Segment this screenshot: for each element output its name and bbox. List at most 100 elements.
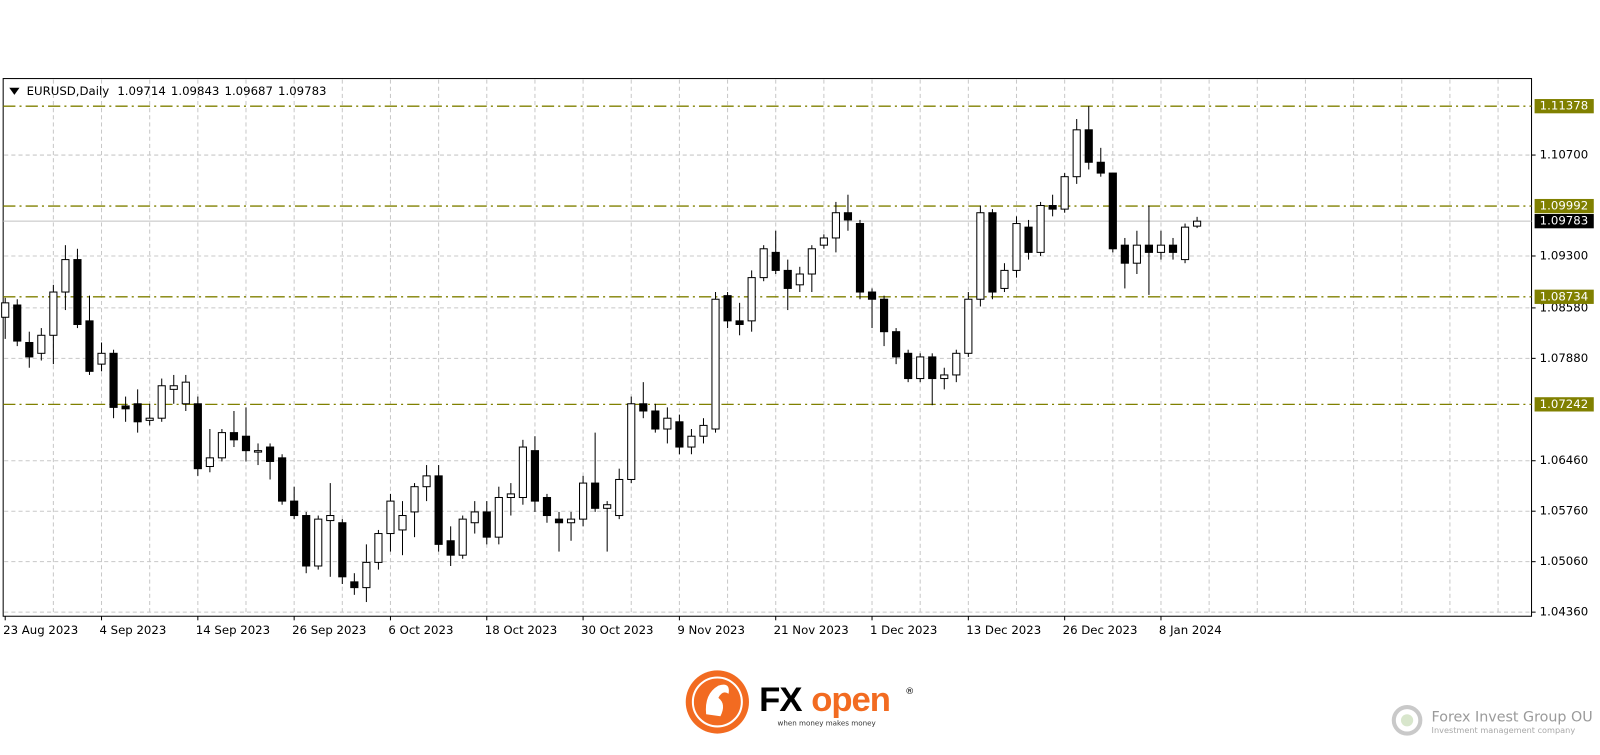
candle-body [1193, 220, 1202, 227]
candle-body [867, 291, 877, 300]
x-tick-label: 1 Dec 2023 [870, 623, 937, 637]
x-tick-label: 6 Oct 2023 [388, 623, 453, 637]
grid [4, 79, 1531, 616]
x-tick-label: 21 Nov 2023 [774, 623, 849, 637]
candle-body [627, 403, 636, 480]
candle-body [879, 298, 889, 333]
candle-body [181, 381, 190, 405]
company-name: Forex Invest Group OU [1432, 709, 1593, 725]
candle-body [952, 352, 961, 376]
candle-body [494, 496, 503, 538]
candle-body [338, 522, 347, 578]
candle-body [687, 435, 696, 448]
candle-body [651, 410, 660, 430]
logo-fx: FX [759, 681, 802, 719]
candle-body [1000, 269, 1009, 289]
close-value: 1.09783 [278, 83, 326, 97]
company-icon-center [1400, 714, 1414, 727]
candle-body [735, 320, 744, 325]
candle-body [278, 457, 287, 502]
candle-body [169, 385, 178, 390]
candle-body [265, 446, 275, 462]
symbol: EURUSD,Daily [27, 83, 110, 97]
candle-body [37, 334, 46, 354]
level-label: 1.09992 [1540, 199, 1588, 213]
x-tick-label: 13 Dec 2023 [966, 623, 1041, 637]
candle-body [916, 356, 925, 380]
candle-body [362, 561, 371, 589]
candle-body [807, 248, 816, 275]
candle-body [205, 457, 214, 468]
candle-body [350, 581, 359, 589]
candles [1, 106, 1202, 603]
candle-body [302, 515, 311, 567]
logo-registered: ® [905, 686, 914, 697]
price-label-box [1534, 214, 1594, 229]
candle-body [940, 374, 949, 380]
candle-body [542, 496, 552, 517]
x-tick-label: 26 Sep 2023 [292, 623, 366, 637]
candle-body [482, 511, 491, 538]
fxopen-logo: FX open ® when money makes money [685, 670, 914, 734]
candle-body [241, 435, 251, 452]
candle-body [1048, 205, 1057, 210]
x-tick-label: 23 Aug 2023 [3, 623, 78, 637]
logo-dragon [705, 684, 729, 717]
candle-body [591, 482, 600, 509]
logo-tagline: when money makes money [778, 718, 876, 727]
candle-body [314, 518, 323, 567]
logo-open: open [811, 681, 890, 719]
candle-body [1108, 172, 1117, 250]
menu-triangle[interactable] [9, 87, 20, 95]
level-label: 1.08734 [1540, 289, 1588, 303]
candle-body [121, 405, 130, 410]
y-tick-label: 1.10700 [1540, 148, 1588, 162]
candle-body [566, 518, 576, 524]
candle-body [386, 500, 395, 535]
x-tick-label: 9 Nov 2023 [677, 623, 745, 637]
candle-body [855, 223, 865, 293]
chart-header: EURUSD,Daily 1.09714 1.09843 1.09687 1.09783 [27, 83, 327, 97]
candle-body [1132, 244, 1141, 264]
level-label-box [1534, 289, 1594, 304]
candle-body [506, 493, 515, 499]
candle-body [603, 504, 612, 509]
candle-body [1012, 223, 1021, 271]
candle-body [398, 515, 407, 531]
candle-body [145, 417, 154, 421]
candle-body [518, 446, 527, 499]
candle-body [133, 403, 142, 423]
candle-body [61, 259, 70, 293]
candle-body [13, 304, 22, 342]
candle-body [97, 352, 106, 365]
candle-body [530, 450, 540, 502]
candle-body [1168, 244, 1178, 253]
company-subtitle: Investment management company [1432, 725, 1576, 735]
y-tick-label: 1.05760 [1540, 504, 1588, 518]
y-tick-label: 1.04360 [1540, 605, 1588, 619]
low-value: 1.09687 [224, 83, 272, 97]
levels [3, 105, 1532, 406]
candle-body [410, 486, 419, 513]
candle-body [1024, 226, 1033, 253]
x-tick-label: 8 Jan 2024 [1159, 623, 1222, 637]
candle-body [470, 511, 479, 524]
candle-body [193, 403, 202, 470]
candle-body [25, 341, 34, 358]
x-tick-label: 4 Sep 2023 [99, 623, 166, 637]
candle-body [157, 385, 166, 419]
candle-body [1, 302, 10, 318]
x-tick-label: 26 Dec 2023 [1063, 623, 1138, 637]
candle-body [964, 298, 973, 354]
y-tick-label: 1.05060 [1540, 554, 1588, 568]
candle-body [374, 533, 383, 563]
candle-body [747, 277, 756, 322]
candle-body [831, 212, 840, 239]
y-tick-label: 1.09300 [1540, 248, 1588, 262]
candle-body [771, 251, 780, 271]
candle-body [446, 540, 455, 556]
level-label-box [1534, 99, 1594, 114]
candle-body [1120, 244, 1129, 264]
